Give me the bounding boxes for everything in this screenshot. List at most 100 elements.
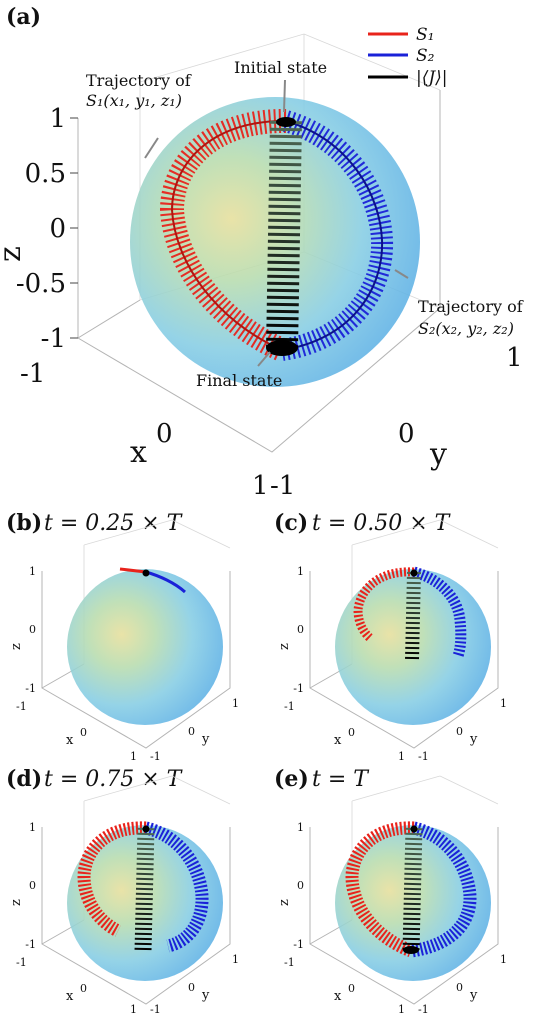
- y-tick-1-d: 1: [232, 953, 239, 966]
- x-tick-m1: -1: [20, 359, 45, 389]
- x-tick-0: 0: [156, 419, 173, 449]
- y-tick-1-e: 1: [500, 953, 507, 966]
- x-tick-1-b: 1: [130, 750, 137, 763]
- s1-trajectory-edge-a: [170, 119, 287, 351]
- x-tick-0-d: 0: [80, 982, 87, 995]
- panel-c: (c) t = 0.50 × T 1 0 -1 z -1 0 1 x -1 0 …: [274, 510, 507, 763]
- axes-box-a: [70, 33, 441, 453]
- y-tick-1: 1: [506, 343, 523, 373]
- x-tick-m1-d: -1: [16, 956, 27, 969]
- z-tick-0-b: 0: [29, 623, 36, 636]
- z-axis-label: z: [0, 246, 28, 262]
- z-tick-05: 0.5: [25, 159, 66, 189]
- y-tick-1-c: 1: [500, 697, 507, 710]
- y-tick-0-b: 0: [188, 725, 195, 738]
- panel-time-d: t = 0.75 × T: [44, 767, 184, 792]
- z-tick-m1-c: -1: [293, 682, 304, 695]
- x-tick-0-b: 0: [80, 726, 87, 739]
- x-tick-1-c: 1: [398, 750, 405, 763]
- z-tick-1-d: 1: [29, 821, 36, 834]
- z-tick-0-e: 0: [297, 879, 304, 892]
- z-tick-0-c: 0: [297, 623, 304, 636]
- y-label-d: y: [201, 988, 210, 1003]
- y-axis-label: y: [429, 437, 447, 472]
- y-tick-0: 0: [398, 419, 415, 449]
- annotation-traj1-line2: S₁(x₁, y₁, z₁): [86, 91, 182, 110]
- y-tick-m1: -1: [270, 471, 295, 501]
- j-trajectory-d: [134, 827, 155, 952]
- x-tick-m1-c: -1: [284, 700, 295, 713]
- z-tick-m1-d: -1: [25, 938, 36, 951]
- legend-label-s2: S₂: [416, 46, 435, 66]
- y-tick-m1-b: -1: [150, 750, 161, 763]
- panel-label-d: (d): [6, 766, 42, 792]
- panel-time-b: t = 0.25 × T: [44, 511, 184, 536]
- z-tick-0-d: 0: [29, 879, 36, 892]
- j-trajectory-e: [402, 827, 423, 952]
- annotation-traj2-line2: S₂(x₂, y₂, z₂): [418, 319, 514, 338]
- annotation-final: Final state: [196, 371, 282, 390]
- s1-trajectory-c: [353, 567, 415, 642]
- x-tick-1: 1: [252, 471, 269, 501]
- panel-d: (d) t = 0.75 × T 1 0 -1 z -1 0 1 x -1 0 …: [6, 766, 239, 1016]
- z-tick-1-c: 1: [297, 565, 304, 578]
- panel-a: (a) S₁ S₂ |⟨J⟩| Initial state Trajectory…: [0, 4, 524, 501]
- panel-label-a: (a): [6, 4, 41, 30]
- j-trajectory-a: [266, 120, 302, 351]
- y-label-e: y: [469, 988, 478, 1003]
- x-label-c: x: [334, 733, 342, 748]
- z-label-e: z: [277, 899, 292, 906]
- legend: S₁ S₂ |⟨J⟩|: [368, 25, 448, 88]
- y-tick-m1-c: -1: [418, 750, 429, 763]
- x-tick-m1-e: -1: [284, 956, 295, 969]
- z-tick-1: 1: [49, 104, 66, 134]
- annotation-traj2-line1: Trajectory of: [418, 297, 524, 316]
- z-tick-m1: -1: [41, 324, 66, 354]
- s1-trajectory-b: [119, 567, 147, 574]
- z-tick-0: 0: [49, 214, 66, 244]
- z-tick-1-e: 1: [297, 821, 304, 834]
- bloch-sphere-b: [67, 569, 223, 725]
- initial-point-a: [276, 117, 296, 127]
- z-tick-m1-e: -1: [293, 938, 304, 951]
- j-point-d: [142, 825, 150, 833]
- z-label-b: z: [9, 643, 24, 650]
- x-axis-label: x: [130, 435, 147, 470]
- y-tick-m1-e: -1: [418, 1003, 429, 1016]
- z-tick-1-b: 1: [29, 565, 36, 578]
- final-point-a: [266, 340, 298, 356]
- j-point-e: [410, 825, 418, 833]
- legend-label-s1: S₁: [416, 25, 434, 45]
- z-label-c: z: [277, 643, 292, 650]
- z-label-d: z: [9, 899, 24, 906]
- legend-label-j: |⟨J⟩|: [416, 68, 448, 88]
- x-tick-1-d: 1: [130, 1003, 137, 1016]
- panel-time-e: t = T: [312, 767, 370, 792]
- x-label-d: x: [66, 989, 74, 1004]
- final-point-e: [403, 946, 419, 954]
- annotation-initial: Initial state: [234, 58, 327, 77]
- s2-trajectory-edge-a: [281, 120, 384, 351]
- y-tick-0-d: 0: [188, 981, 195, 994]
- y-tick-0-e: 0: [456, 981, 463, 994]
- x-tick-1-e: 1: [398, 1003, 405, 1016]
- x-tick-0-c: 0: [348, 726, 355, 739]
- x-label-b: x: [66, 733, 74, 748]
- panel-label-b: (b): [6, 510, 42, 536]
- z-tick-m1-b: -1: [25, 682, 36, 695]
- panel-label-c: (c): [274, 510, 308, 536]
- y-tick-0-c: 0: [456, 725, 463, 738]
- y-label-c: y: [469, 732, 478, 747]
- x-label-e: x: [334, 989, 342, 1004]
- y-label-b: y: [201, 732, 210, 747]
- panel-b: (b) t = 0.25 × T 1 0 -1 z -1 0 1 x -1 0 …: [6, 510, 239, 763]
- z-tick-m05: -0.5: [16, 269, 66, 299]
- x-tick-m1-b: -1: [16, 700, 27, 713]
- panel-e: (e) t = T 1 0 -1 z -1 0 1 x -1 0 1 y: [274, 766, 507, 1016]
- panel-time-c: t = 0.50 × T: [312, 511, 452, 536]
- s1-trajectory-e: [345, 821, 415, 958]
- panel-label-e: (e): [274, 766, 309, 792]
- s2-trajectory-e: [409, 821, 477, 958]
- s2-trajectory-b: [145, 570, 187, 594]
